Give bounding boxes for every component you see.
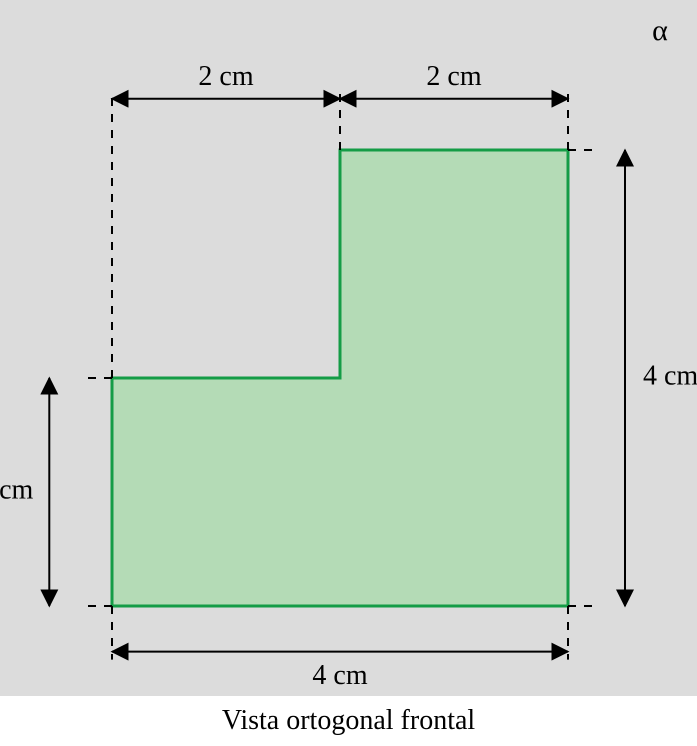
l-shape bbox=[112, 150, 568, 606]
label-right: 4 cm bbox=[643, 360, 697, 391]
diagram-svg: 2 cm 2 cm 4 cm 4 cm 2 cm α bbox=[0, 0, 697, 696]
label-bottom: 4 cm bbox=[312, 660, 367, 691]
figure-container: 2 cm 2 cm 4 cm 4 cm 2 cm α Vista ortogonal fr… bbox=[0, 0, 697, 746]
caption: Vista ortogonal frontal bbox=[0, 696, 697, 746]
label-left: 2 cm bbox=[0, 474, 34, 505]
label-top-left: 2 cm bbox=[198, 61, 253, 92]
caption-text: Vista ortogonal frontal bbox=[222, 705, 475, 737]
greek-alpha: α bbox=[652, 14, 668, 47]
label-top-right: 2 cm bbox=[426, 61, 481, 92]
diagram-canvas: 2 cm 2 cm 4 cm 4 cm 2 cm α bbox=[0, 0, 697, 696]
